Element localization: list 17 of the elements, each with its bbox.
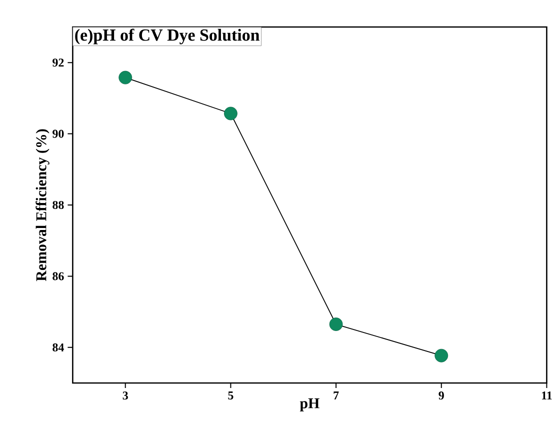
y-axis-title: Removal Efficiency (%) xyxy=(36,129,50,282)
x-tick-label: 11 xyxy=(542,392,552,400)
x-tick-label: 3 xyxy=(122,392,128,400)
point xyxy=(224,106,238,120)
y-tick-label: 84 xyxy=(52,343,64,352)
y-tick-label: 90 xyxy=(52,130,64,138)
x-tick-label: 5 xyxy=(228,392,234,400)
y-tick-label: 88 xyxy=(52,200,64,210)
x-axis-title: pH xyxy=(300,398,320,412)
chart-title: (e)pH of CV Dye Solution xyxy=(75,28,260,44)
x-tick-label: 9 xyxy=(438,392,444,400)
y-tick-label: 86 xyxy=(52,272,64,280)
point xyxy=(118,70,132,84)
point xyxy=(329,318,343,331)
point xyxy=(434,348,448,362)
y-tick-label: 92 xyxy=(52,58,64,67)
x-tick-label: 7 xyxy=(334,392,339,400)
